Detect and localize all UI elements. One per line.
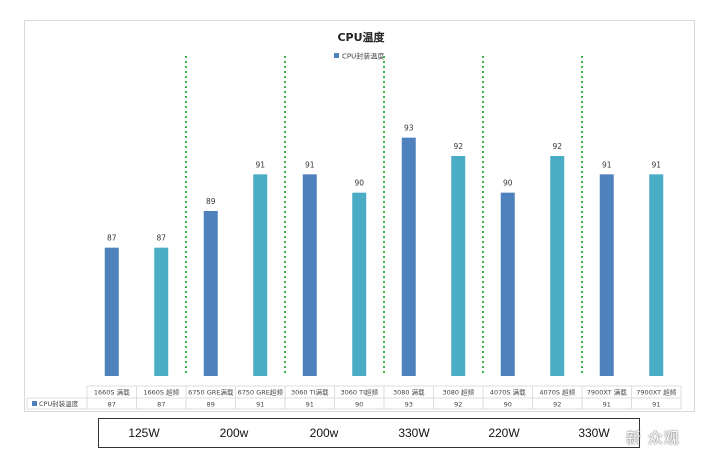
- legend-swatch: [334, 53, 339, 58]
- category-label: 3060 TI满载: [291, 388, 329, 397]
- power-cell: 200w: [219, 426, 249, 440]
- chart-svg: CPU温度 CPU封装温度 87 87 89 91 91 90 93 92 90 92 91 91 C…: [26, 30, 682, 410]
- category-label: 1660S 满载: [94, 388, 130, 397]
- data-table: CPU封装温度 1660S 满载 87 1660S 超频 87 6750 GRE满载 89 6…: [26, 385, 682, 410]
- table-value: 89: [207, 401, 215, 409]
- table-series-swatch: [32, 401, 37, 406]
- bar: [253, 174, 268, 376]
- value-label: 91: [651, 160, 661, 169]
- table-series-label: CPU封装温度: [39, 399, 79, 408]
- bar: [649, 174, 664, 376]
- table-value: 91: [256, 401, 264, 409]
- table-value: 87: [157, 401, 165, 409]
- table-value: 92: [454, 401, 462, 409]
- power-cell: 330W: [398, 426, 430, 440]
- value-label: 91: [602, 160, 612, 169]
- bar: [104, 247, 119, 376]
- category-label: 4070S 超频: [539, 388, 575, 397]
- power-row: 125W 200w 200w 330W 220W 330W: [98, 418, 640, 448]
- value-label: 91: [255, 160, 265, 169]
- category-label: 7900XT 超频: [636, 388, 676, 397]
- category-label: 3080 超频: [442, 388, 474, 397]
- value-label: 87: [107, 234, 117, 243]
- value-label: 87: [156, 234, 166, 243]
- value-label: 92: [552, 142, 562, 151]
- bar: [352, 192, 367, 376]
- category-label: 3060 TI超频: [341, 388, 379, 397]
- table-value: 90: [355, 401, 363, 409]
- category-label: 6750 GRE超频: [238, 388, 284, 397]
- category-label: 4070S 满载: [490, 388, 526, 397]
- bar: [550, 156, 565, 376]
- value-labels-group: 87 87 89 91 91 90 93 92 90 92 91 91: [107, 124, 661, 243]
- table-value: 92: [553, 401, 561, 409]
- power-cell: 220W: [488, 426, 520, 440]
- table-value: 90: [504, 401, 512, 409]
- chart-frame: CPU温度 CPU封装温度 87 87 89 91 91 90 93 92 90 92 91 91 C…: [24, 20, 695, 412]
- watermark-logo: 新 众观: [626, 429, 680, 447]
- category-label: 1660S 超频: [143, 388, 179, 397]
- value-label: 90: [354, 179, 364, 188]
- bar: [451, 156, 466, 376]
- chart-title: CPU温度: [337, 30, 385, 44]
- bars-group: [104, 137, 664, 376]
- table-value: 91: [603, 401, 611, 409]
- group-separators: [185, 56, 583, 376]
- table-value: 93: [405, 401, 413, 409]
- table-value: 87: [108, 401, 116, 409]
- bar: [302, 174, 317, 376]
- legend-label: CPU封装温度: [342, 52, 384, 61]
- table-value: 91: [306, 401, 314, 409]
- power-cell: 200w: [309, 426, 339, 440]
- power-cell: 330W: [578, 426, 610, 440]
- power-cell: 125W: [128, 426, 160, 440]
- value-label: 91: [305, 160, 315, 169]
- category-label: 3080 满载: [393, 388, 425, 397]
- bar: [401, 137, 416, 376]
- bar: [500, 192, 515, 376]
- value-label: 90: [503, 179, 513, 188]
- value-label: 89: [206, 197, 216, 206]
- bar: [599, 174, 614, 376]
- value-label: 93: [404, 124, 414, 133]
- bar: [154, 247, 169, 376]
- value-label: 92: [453, 142, 463, 151]
- bar: [203, 211, 218, 376]
- category-label: 7900XT 满载: [587, 388, 627, 397]
- category-label: 6750 GRE满载: [188, 388, 234, 397]
- table-value: 91: [652, 401, 660, 409]
